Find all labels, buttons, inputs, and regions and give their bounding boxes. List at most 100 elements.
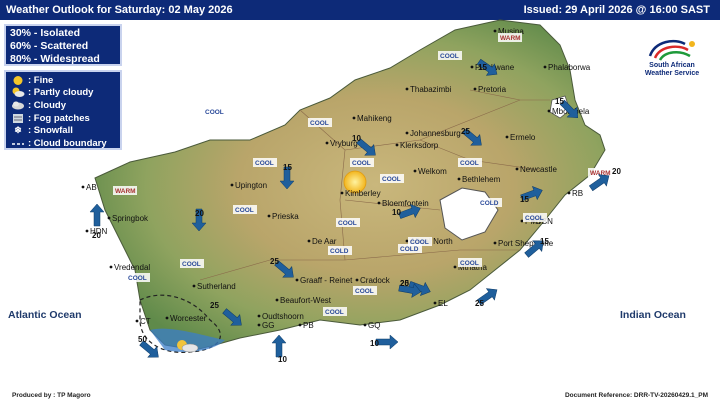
city-label: De Aar xyxy=(312,237,337,246)
wind-speed-label: 20 xyxy=(400,279,409,288)
city-dot xyxy=(377,201,381,205)
city-label: Oudtshoorn xyxy=(262,312,304,321)
warm-tag: WARM xyxy=(115,188,136,195)
city-label: CT xyxy=(140,317,151,326)
coverage-isolated: 30% - Isolated xyxy=(10,27,81,39)
cool-tag: COOL xyxy=(352,160,371,167)
cool-tag: COOL xyxy=(525,215,544,222)
cool-tag: COOL xyxy=(310,120,329,127)
warm-tag: WARM xyxy=(500,35,521,42)
city-label: Sutherland xyxy=(197,282,236,291)
cool-tag-bg xyxy=(353,286,377,295)
city-dot xyxy=(307,239,311,243)
atlantic-ocean-label: Atlantic Ocean xyxy=(8,309,82,321)
city-dot xyxy=(363,323,367,327)
cold-tag-bg xyxy=(398,244,422,253)
saws-logo-icon xyxy=(648,39,695,61)
wind-arrow xyxy=(139,340,159,358)
cool-tag-bg xyxy=(458,258,482,267)
cool-tag: COOL xyxy=(182,261,201,268)
cool-tag-bg xyxy=(438,51,462,60)
produced-by: Produced by : TP Magoro xyxy=(12,392,91,399)
wind-speed-label: 15 xyxy=(283,163,292,172)
cool-tag: COOL xyxy=(355,288,374,295)
city-label: Graaff - Reinet xyxy=(300,276,353,285)
city-dot xyxy=(352,116,356,120)
city-dot xyxy=(413,169,417,173)
wind-speed-label: 25 xyxy=(400,279,409,288)
city-label: Bloemfontein xyxy=(382,199,429,208)
cool-tag: COOL xyxy=(128,275,147,282)
wind-speed-label: 10 xyxy=(352,134,361,143)
city-dot xyxy=(192,284,196,288)
cool-tag-bg xyxy=(203,107,227,116)
wind-speed-label: 25 xyxy=(461,127,470,136)
city-label: Mthatha xyxy=(458,263,487,272)
cool-tag-bg xyxy=(233,205,257,214)
wind-speed-label: 25 xyxy=(475,299,484,308)
cool-tag: COOL xyxy=(382,176,401,183)
coverage-legend: 30% - Isolated 60% - Scattered 80% - Wid… xyxy=(4,24,122,66)
city-dot xyxy=(473,87,477,91)
wind-speed-label: 10 xyxy=(278,355,287,364)
wind-speed-label: 25 xyxy=(270,257,279,266)
legend-fog: : Fog patches xyxy=(10,112,116,125)
city-dot xyxy=(267,214,271,218)
city-dot xyxy=(340,191,344,195)
city-label: Kimberley xyxy=(345,189,381,198)
wind-arrow xyxy=(274,260,294,278)
wind-arrow xyxy=(520,185,543,201)
city-dot xyxy=(505,135,509,139)
wind-speed-label: 20 xyxy=(195,209,204,218)
city-dot xyxy=(405,239,409,243)
city-dot xyxy=(230,183,234,187)
city-dot xyxy=(405,131,409,135)
cool-tag: COOL xyxy=(460,260,479,267)
city-label: Pretoria xyxy=(478,85,507,94)
wind-arrow xyxy=(191,208,207,232)
wind-speed-label: 15 xyxy=(555,97,564,106)
issued-time: Issued: 29 April 2026 @ 16:00 SAST xyxy=(523,4,710,16)
coverage-scattered: 60% - Scattered xyxy=(10,40,89,52)
document-reference: Document Reference: DRR-TV-20260429.1_PM xyxy=(564,392,708,399)
city-label: Springbok xyxy=(112,214,149,223)
cool-tag-bg xyxy=(336,218,360,227)
city-dot xyxy=(493,241,497,245)
city-dot xyxy=(405,87,409,91)
cold-tag: COLD xyxy=(400,246,419,253)
cloud-icon xyxy=(10,100,26,111)
snowflake-icon: ❄ xyxy=(14,125,22,136)
wind-arrow xyxy=(476,58,498,76)
city-dot xyxy=(457,177,461,181)
legend-cloudy: : Cloudy xyxy=(10,99,116,112)
sun-icon xyxy=(343,170,367,194)
wind-speed-label: 15 xyxy=(478,63,487,72)
city-dot xyxy=(520,219,524,223)
city-dot xyxy=(470,65,474,69)
warm-tag-bg xyxy=(113,186,137,195)
indian-ocean-label: Indian Ocean xyxy=(620,309,686,321)
city-label: Upington xyxy=(235,181,267,190)
wind-arrow xyxy=(89,203,105,227)
cold-tag-bg xyxy=(478,198,502,207)
wind-speed-label: 50 xyxy=(138,335,147,344)
city-label: Mahikeng xyxy=(357,114,392,123)
wind-speed-label: 25 xyxy=(210,301,219,310)
saws-logo-text: South African Weather Service xyxy=(644,62,700,77)
city-dot xyxy=(135,319,139,323)
city-label: HDN xyxy=(90,227,108,236)
wind-speed-label: 10 xyxy=(370,339,379,348)
cool-tag-bg xyxy=(323,307,347,316)
city-dot xyxy=(543,65,547,69)
city-label: Klerksdorp xyxy=(400,141,439,150)
cold-tag: COLD xyxy=(480,200,499,207)
city-label: Port Shepstone xyxy=(498,239,554,248)
wind-speed-label: 15 xyxy=(520,195,529,204)
cool-tag-bg xyxy=(380,174,404,183)
city-dot xyxy=(515,167,519,171)
city-dot xyxy=(433,301,437,305)
city-label: Phalaborwa xyxy=(548,63,591,72)
cool-tag-bg xyxy=(126,273,150,282)
